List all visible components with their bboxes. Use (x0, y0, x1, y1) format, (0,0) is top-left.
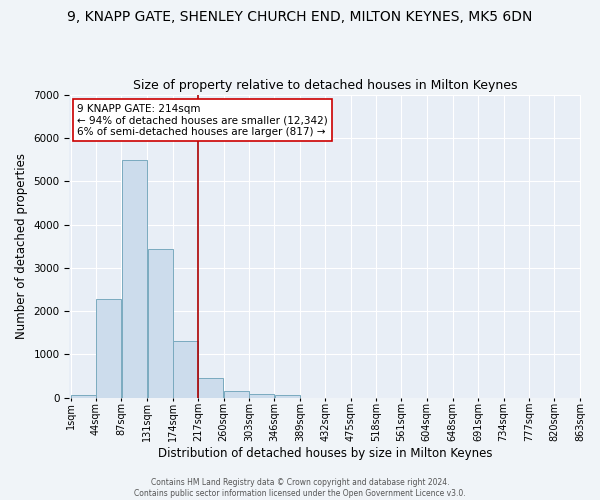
Bar (224, 391, 249, 398)
Bar (199, 378, 223, 398)
Title: Size of property relative to detached houses in Milton Keynes: Size of property relative to detached ho… (133, 79, 517, 92)
Bar (249, 394, 274, 398)
Bar (275, 395, 299, 398)
Bar (96, 299, 121, 398)
Text: 9 KNAPP GATE: 214sqm
← 94% of detached houses are smaller (12,342)
6% of semi-de: 9 KNAPP GATE: 214sqm ← 94% of detached h… (77, 104, 328, 137)
Text: 9, KNAPP GATE, SHENLEY CHURCH END, MILTON KEYNES, MK5 6DN: 9, KNAPP GATE, SHENLEY CHURCH END, MILTO… (67, 10, 533, 24)
X-axis label: Distribution of detached houses by size in Milton Keynes: Distribution of detached houses by size … (158, 447, 493, 460)
Y-axis label: Number of detached properties: Number of detached properties (15, 153, 28, 339)
Text: Contains HM Land Registry data © Crown copyright and database right 2024.
Contai: Contains HM Land Registry data © Crown c… (134, 478, 466, 498)
Bar (173, 341, 198, 398)
Bar (122, 160, 147, 398)
Bar (148, 249, 173, 398)
Bar (71, 394, 96, 398)
